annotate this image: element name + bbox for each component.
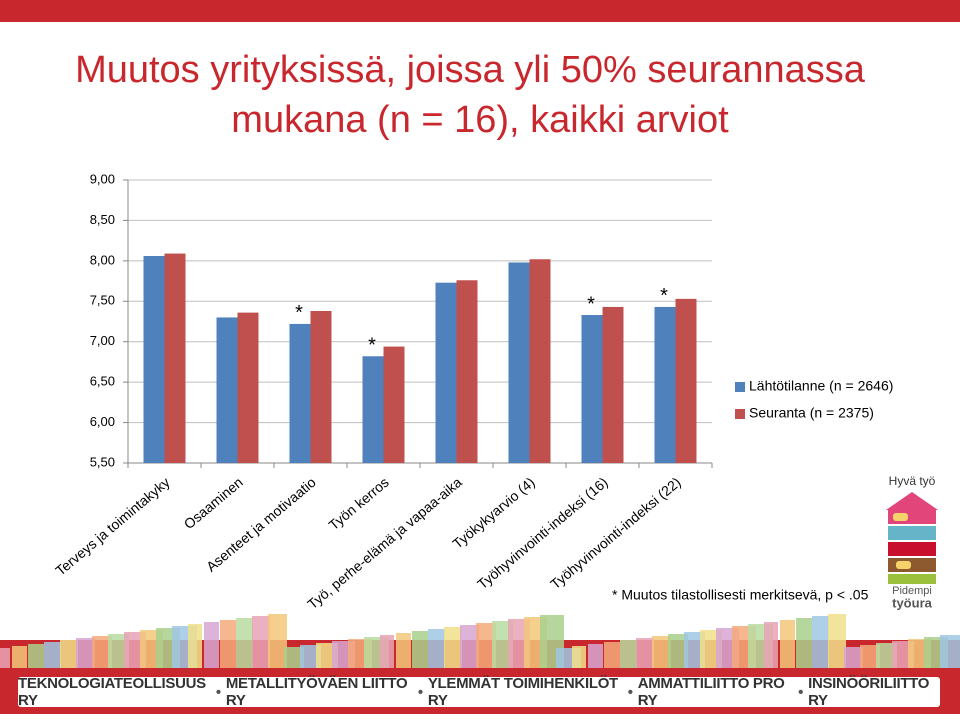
legend-swatch bbox=[735, 382, 745, 392]
title-line: Muutos yrityksissä, joissa yli 50% seura… bbox=[75, 49, 866, 91]
building bbox=[652, 636, 671, 668]
organization: TEKNOLOGIATEOLLISUUS RY bbox=[18, 675, 206, 709]
building bbox=[876, 643, 897, 668]
significance-mark: * bbox=[660, 285, 668, 307]
significance-mark: * bbox=[587, 293, 595, 315]
building bbox=[12, 646, 27, 668]
building bbox=[492, 621, 513, 668]
significance-mark: * bbox=[295, 302, 303, 324]
significance-mark: * bbox=[368, 335, 376, 357]
building bbox=[380, 635, 394, 668]
building bbox=[284, 647, 304, 668]
organization: METALLITYÖVÄEN LIITTO RY bbox=[225, 675, 408, 709]
y-tick-label: 7,50 bbox=[90, 293, 115, 308]
bar bbox=[216, 317, 238, 463]
separator: • bbox=[215, 683, 221, 701]
building bbox=[60, 640, 78, 668]
building bbox=[636, 638, 654, 668]
y-tick-label: 6,50 bbox=[90, 374, 115, 389]
building bbox=[668, 634, 688, 668]
x-tick-label: Osaaminen bbox=[181, 474, 246, 532]
building bbox=[396, 633, 411, 668]
building bbox=[252, 616, 270, 668]
bar bbox=[362, 356, 384, 463]
bar bbox=[143, 256, 165, 463]
building bbox=[828, 614, 846, 668]
organization: INSINÖÖRILIITTO RY bbox=[808, 675, 930, 709]
y-tick-label: 9,00 bbox=[90, 171, 115, 186]
bar bbox=[508, 262, 530, 463]
y-tick-label: 6,00 bbox=[90, 414, 115, 429]
y-tick-label: 8,00 bbox=[90, 252, 115, 267]
building bbox=[940, 635, 960, 668]
separator: • bbox=[627, 683, 633, 701]
building bbox=[796, 618, 812, 668]
building bbox=[268, 614, 287, 668]
building bbox=[588, 644, 603, 668]
logo-top: Hyvä työ bbox=[889, 474, 936, 488]
building bbox=[108, 634, 129, 668]
title-line: mukana (n = 16), kaikki arviot bbox=[231, 99, 729, 141]
bar bbox=[289, 323, 311, 463]
bar bbox=[456, 280, 478, 463]
building bbox=[572, 646, 586, 668]
x-tick-label: Työhyvinvointi-indeksi (16) bbox=[474, 474, 611, 592]
x-tick-label: Työhyvinvointi-indeksi (22) bbox=[547, 474, 684, 592]
building bbox=[92, 636, 112, 668]
building bbox=[236, 618, 253, 668]
building bbox=[188, 624, 202, 668]
logo: Hyvä työ Pidempi työura bbox=[886, 474, 938, 610]
x-tick-label: Terveys ja toimintakyky bbox=[52, 474, 173, 579]
building bbox=[684, 632, 705, 668]
building bbox=[476, 623, 496, 668]
separator: • bbox=[798, 683, 804, 701]
building bbox=[412, 631, 428, 668]
bar bbox=[164, 253, 186, 463]
bar bbox=[435, 282, 457, 463]
bar bbox=[310, 310, 332, 463]
x-tick-label: Työ, perhe-elämä ja vapaa-aika bbox=[304, 474, 465, 612]
organization: YLEMMÄT TOIMIHENKILÖT RY bbox=[427, 675, 618, 709]
y-tick-label: 5,50 bbox=[90, 454, 115, 469]
building bbox=[428, 629, 445, 668]
legend-label: Lähtötilanne (n = 2646) bbox=[749, 378, 893, 394]
organization: AMMATTILIITTO PRO RY bbox=[637, 675, 785, 709]
bar bbox=[602, 306, 624, 463]
building bbox=[0, 648, 10, 668]
y-tick-label: 8,50 bbox=[90, 212, 115, 227]
building bbox=[844, 647, 863, 668]
logo-bottom: työura bbox=[892, 595, 933, 610]
building bbox=[204, 622, 219, 668]
bar bbox=[581, 315, 603, 463]
bar bbox=[383, 346, 405, 463]
bar bbox=[529, 259, 551, 463]
bar bbox=[237, 312, 259, 463]
top-bar bbox=[0, 0, 960, 22]
building bbox=[300, 645, 321, 668]
y-tick-label: 7,00 bbox=[90, 333, 115, 348]
footnote: * Muutos tilastollisesti merkitsevä, p <… bbox=[612, 587, 869, 603]
x-tick-label: Työn kerros bbox=[325, 474, 391, 533]
building bbox=[860, 645, 880, 668]
building bbox=[812, 616, 829, 668]
building bbox=[76, 638, 95, 668]
bar bbox=[675, 298, 697, 463]
separator: • bbox=[417, 683, 423, 701]
bar bbox=[654, 306, 676, 463]
logo-bottom: Pidempi bbox=[892, 585, 932, 597]
building bbox=[780, 620, 795, 668]
legend-swatch bbox=[735, 409, 745, 419]
building bbox=[620, 640, 637, 668]
footer-banner: TEKNOLOGIATEOLLISUUS RY • METALLITYÖVÄEN L… bbox=[18, 675, 940, 709]
legend-label: Seuranta (n = 2375) bbox=[749, 405, 874, 421]
building bbox=[220, 620, 236, 668]
building bbox=[764, 622, 778, 668]
building bbox=[28, 644, 44, 668]
building bbox=[444, 627, 462, 668]
building bbox=[44, 642, 61, 668]
building bbox=[460, 625, 479, 668]
building bbox=[604, 642, 620, 668]
